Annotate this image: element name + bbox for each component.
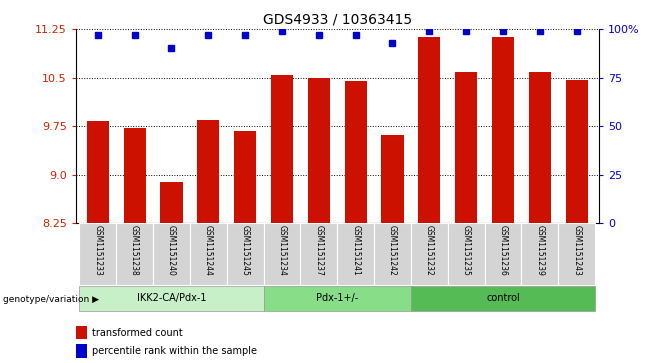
Text: percentile rank within the sample: percentile rank within the sample (92, 346, 257, 356)
Bar (124, 128, 145, 223)
Bar (308, 78, 330, 223)
Bar (264, 286, 411, 311)
Text: GSM1151242: GSM1151242 (388, 225, 397, 276)
Bar (80, 223, 116, 285)
Text: GSM1151233: GSM1151233 (93, 225, 102, 276)
Text: transformed count: transformed count (92, 327, 183, 338)
Bar (382, 135, 403, 223)
Text: GSM1151238: GSM1151238 (130, 225, 139, 276)
Text: GSM1151232: GSM1151232 (425, 225, 434, 276)
Bar (418, 37, 440, 223)
Bar (374, 223, 411, 285)
Bar (227, 223, 264, 285)
Title: GDS4933 / 10363415: GDS4933 / 10363415 (263, 12, 412, 26)
Bar (455, 72, 477, 223)
Bar (264, 223, 301, 285)
Text: GSM1151243: GSM1151243 (572, 225, 581, 276)
Bar (447, 223, 484, 285)
Bar (484, 223, 521, 285)
Bar (301, 223, 338, 285)
Text: IKK2-CA/Pdx-1: IKK2-CA/Pdx-1 (137, 293, 206, 303)
Bar (234, 131, 256, 223)
Bar (345, 81, 367, 223)
Text: genotype/variation ▶: genotype/variation ▶ (3, 295, 99, 304)
Text: GSM1151241: GSM1151241 (351, 225, 360, 276)
Bar (87, 121, 109, 223)
Bar (566, 79, 588, 223)
Bar (558, 223, 595, 285)
Bar (116, 223, 153, 285)
Bar (76, 326, 87, 339)
Bar (492, 37, 514, 223)
Bar (153, 223, 190, 285)
Text: control: control (486, 293, 520, 303)
Bar (521, 223, 558, 285)
Text: GSM1151244: GSM1151244 (204, 225, 213, 276)
Bar (411, 223, 447, 285)
Text: GSM1151240: GSM1151240 (167, 225, 176, 276)
Bar (190, 223, 227, 285)
Bar (161, 183, 182, 223)
Bar (338, 223, 374, 285)
Text: GSM1151235: GSM1151235 (462, 225, 470, 276)
Bar (529, 72, 551, 223)
Bar (197, 120, 219, 223)
Bar (411, 286, 595, 311)
Bar (76, 344, 87, 358)
Text: GSM1151237: GSM1151237 (315, 225, 323, 276)
Text: GSM1151239: GSM1151239 (536, 225, 544, 276)
Text: GSM1151245: GSM1151245 (241, 225, 249, 276)
Text: GSM1151234: GSM1151234 (278, 225, 286, 276)
Text: Pdx-1+/-: Pdx-1+/- (316, 293, 359, 303)
Bar (271, 75, 293, 223)
Text: GSM1151236: GSM1151236 (499, 225, 507, 276)
Bar (80, 286, 264, 311)
